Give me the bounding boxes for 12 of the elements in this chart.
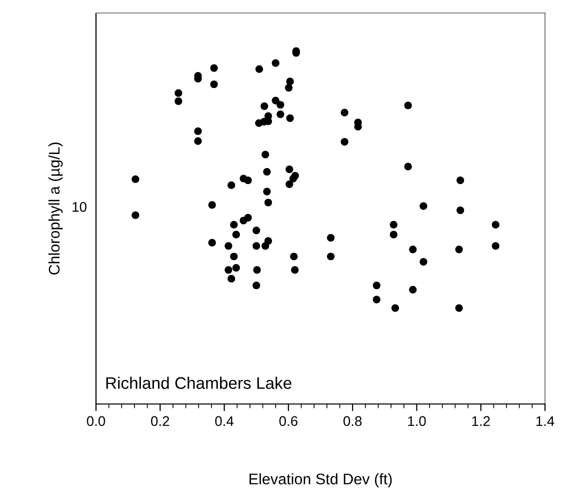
- text: 10: [72, 202, 86, 212]
- x-axis-title: Elevation Std Dev (ft): [250, 473, 392, 488]
- x-tick-label: 0.4: [215, 416, 234, 426]
- x-tick-label: 0.8: [343, 416, 362, 426]
- x-tick-label: 1.2: [472, 416, 490, 426]
- annotation: Richland Chambers Lake: [106, 376, 292, 389]
- x-tick-label: 1.0: [408, 416, 426, 426]
- x-tick-label: 0.0: [86, 416, 106, 426]
- x-tick-label: 0.2: [151, 416, 170, 426]
- y-axis-title: Chlorophyll a (µg/L): [48, 142, 63, 275]
- x-tick-label: 0.6: [279, 416, 298, 426]
- x-tick-label: 1.4: [536, 416, 554, 426]
